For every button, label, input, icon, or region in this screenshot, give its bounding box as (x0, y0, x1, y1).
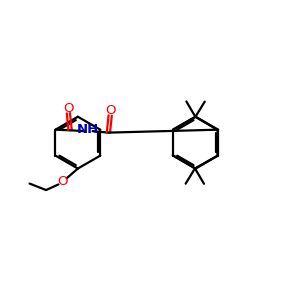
Text: O: O (63, 102, 74, 115)
Text: O: O (105, 104, 116, 117)
Text: O: O (57, 175, 68, 188)
Text: NH: NH (77, 123, 99, 136)
